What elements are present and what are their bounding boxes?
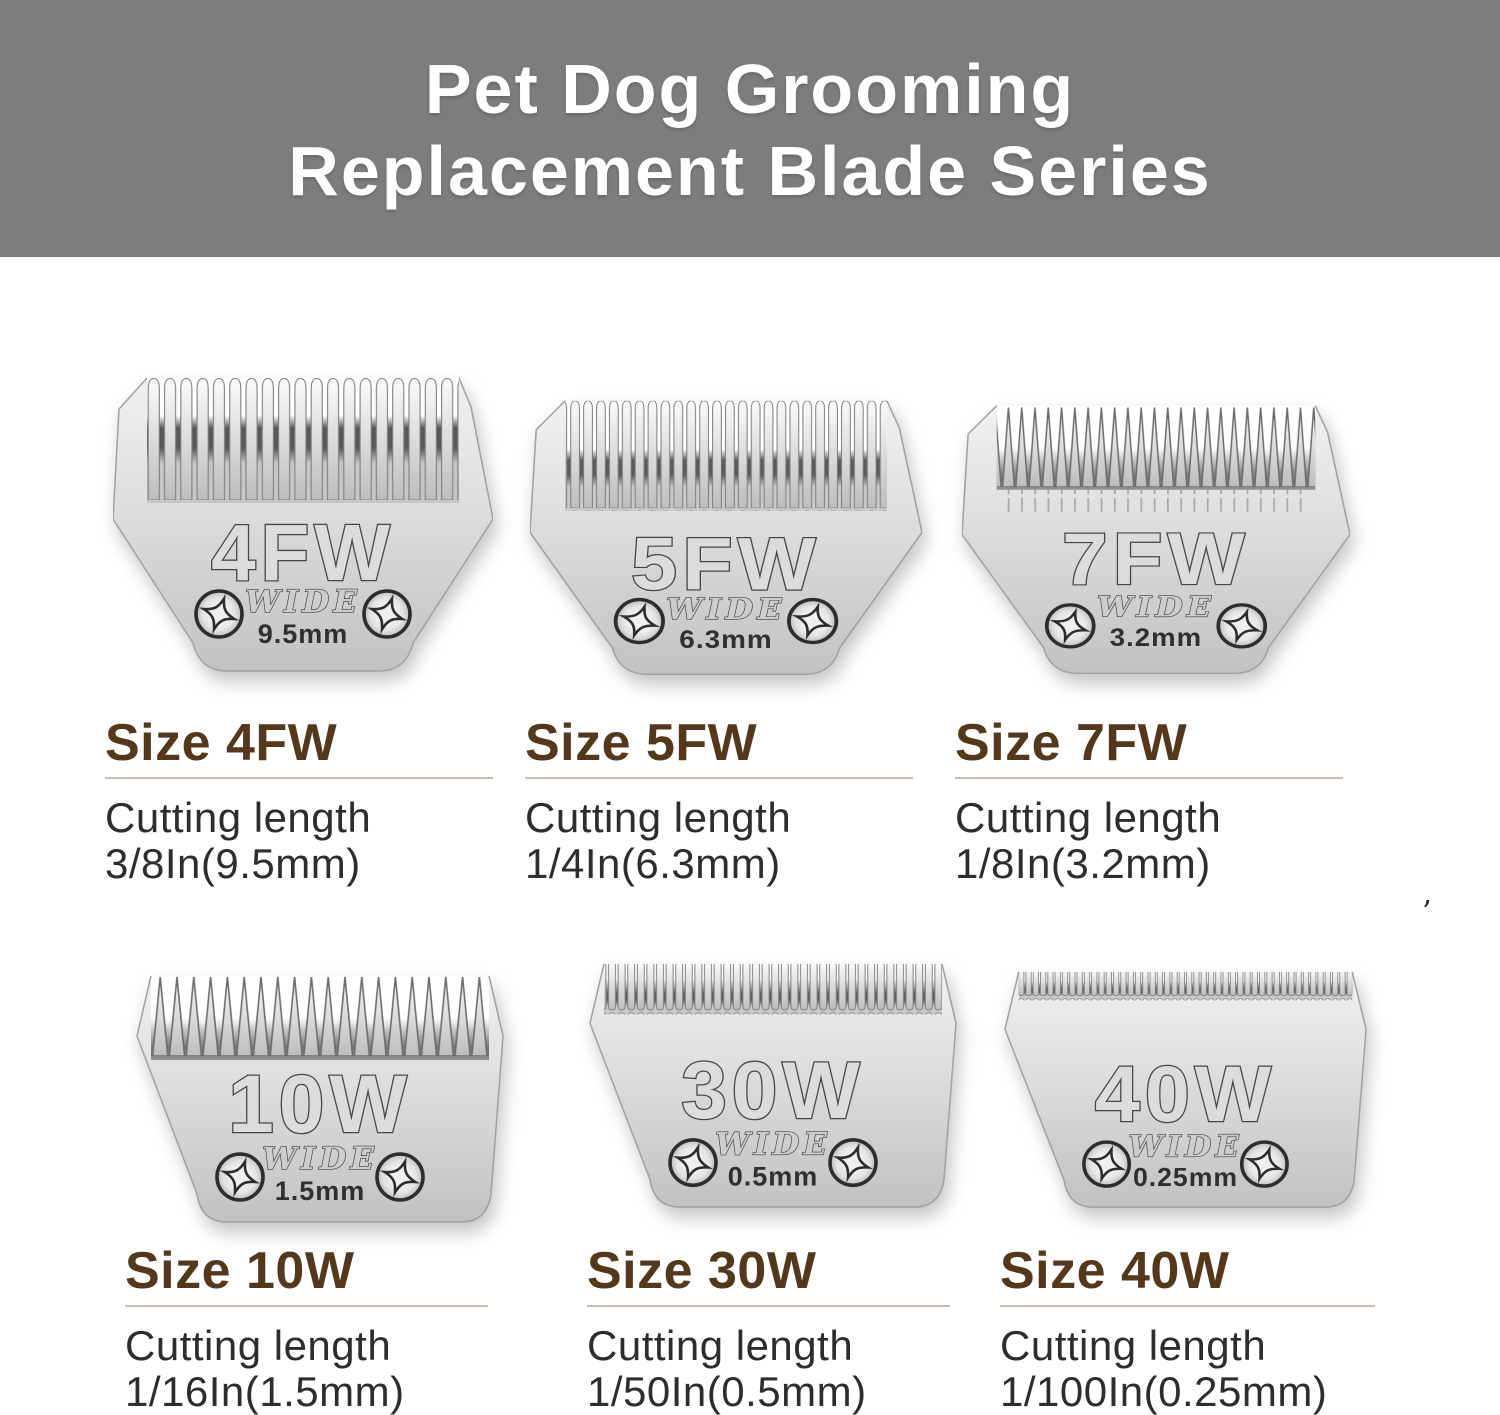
cutting-length-label: Cutting length	[125, 1322, 392, 1369]
divider	[587, 1305, 950, 1307]
cutting-length-value: 1/50In(0.5mm)	[587, 1368, 867, 1415]
blade-engraving-size: 4FW	[211, 508, 395, 597]
cutting-length-value: 1/16In(1.5mm)	[125, 1368, 405, 1415]
cutting-length-label: Cutting length	[1000, 1322, 1267, 1369]
blade-photo-7fw: 7FW WIDE 3.2mm	[962, 403, 1350, 677]
screw-icon	[1216, 603, 1268, 649]
blade-info-5fw: Size 5FW Cutting length 1/4In(6.3mm)	[525, 715, 913, 887]
cutting-length-label: Cutting length	[587, 1322, 854, 1369]
teeth-comb	[565, 400, 887, 511]
blade-engraving-thickness: 0.5mm	[728, 1161, 819, 1191]
screw-icon	[362, 589, 412, 639]
blade-photo-10w: 10W WIDE 1.5mm	[135, 972, 505, 1225]
blade-engraving-wide: WIDE	[245, 584, 361, 620]
size-heading: Size 4FW	[105, 714, 338, 772]
teeth-comb	[151, 976, 489, 1060]
screw-icon	[787, 597, 839, 645]
title-banner: Pet Dog Grooming Replacement Blade Serie…	[0, 0, 1500, 257]
blade-edge	[962, 405, 1350, 675]
blade-engraving-thickness: 3.2mm	[1110, 623, 1202, 651]
stray-apostrophe-mark: ’	[1422, 895, 1432, 930]
blade-engraving-wide: WIDE	[1097, 591, 1215, 624]
teeth-comb	[996, 405, 1316, 490]
size-heading: Size 10W	[125, 1242, 355, 1300]
blade-photo-4fw: 4FW WIDE 9.5mm	[113, 375, 493, 675]
blade-info-10w: Size 10W Cutting length 1/16In(1.5mm)	[125, 1243, 488, 1415]
blade-engraving-size: 5FW	[631, 522, 821, 605]
divider	[955, 777, 1343, 779]
size-heading: Size 5FW	[525, 714, 758, 772]
blade-edge	[136, 975, 504, 1223]
blade-info-4fw: Size 4FW Cutting length 3/8In(9.5mm)	[105, 715, 493, 887]
cutting-length-value: 1/4In(6.3mm)	[525, 840, 781, 887]
blade-edge	[530, 400, 922, 675]
screw-icon	[668, 1138, 718, 1188]
blade-info-7fw: Size 7FW Cutting length 1/8In(3.2mm)	[955, 715, 1343, 887]
blade-engraving-wide: WIDE	[262, 1141, 378, 1177]
blade-engraving-thickness: 9.5mm	[258, 619, 349, 649]
blade-engraving-wide: WIDE	[666, 593, 785, 627]
screw-icon	[215, 1152, 265, 1202]
cutting-length-value: 1/8In(3.2mm)	[955, 840, 1211, 887]
screw-icon	[828, 1138, 878, 1188]
cutting-length-value: 3/8In(9.5mm)	[105, 840, 361, 887]
size-heading: Size 7FW	[955, 714, 1188, 772]
divider	[525, 777, 913, 779]
divider	[105, 777, 493, 779]
cutting-length-value: 1/100In(0.25mm)	[1000, 1368, 1328, 1415]
divider	[125, 1305, 488, 1307]
size-heading: Size 40W	[1000, 1242, 1230, 1300]
blade-edge	[113, 377, 493, 672]
blade-engraving-wide: WIDE	[715, 1127, 831, 1163]
teeth-comb	[604, 963, 942, 1015]
cutting-length-label: Cutting length	[525, 794, 792, 841]
blade-engraving-thickness: 6.3mm	[679, 625, 772, 653]
divider	[1000, 1305, 1375, 1307]
blade-info-40w: Size 40W Cutting length 1/100In(0.25mm)	[1000, 1243, 1375, 1415]
size-heading: Size 30W	[587, 1242, 817, 1300]
blade-photo-40w: 40W WIDE 0.25mm	[1003, 968, 1368, 1210]
banner-title-line2: Replacement Blade Series	[288, 132, 1212, 210]
blade-photo-30w: 30W WIDE 0.5mm	[588, 960, 958, 1210]
blade-photo-5fw: 5FW WIDE 6.3mm	[530, 398, 922, 678]
blade-engraving-wide: WIDE	[1128, 1130, 1242, 1164]
screw-icon	[1044, 603, 1096, 649]
cutting-length-label: Cutting length	[955, 794, 1222, 841]
screw-icon	[613, 597, 665, 645]
blade-engraving-thickness: 0.25mm	[1133, 1162, 1238, 1192]
blade-engraving-thickness: 1.5mm	[275, 1176, 366, 1206]
blade-engraving-size: 10W	[228, 1059, 412, 1150]
blade-edge	[589, 963, 957, 1208]
screw-icon	[375, 1152, 425, 1202]
teeth-comb	[147, 378, 459, 503]
cutting-length-label: Cutting length	[105, 794, 372, 841]
lower-cutter-slits	[1006, 489, 1306, 512]
screw-icon	[1239, 1140, 1289, 1188]
banner-title-line1: Pet Dog Grooming	[424, 50, 1076, 128]
blade-engraving-size: 40W	[1095, 1050, 1276, 1138]
blade-engraving-size: 7FW	[1062, 519, 1250, 600]
blade-info-30w: Size 30W Cutting length 1/50In(0.5mm)	[587, 1243, 950, 1415]
screw-icon	[194, 589, 244, 639]
teeth-comb	[1018, 971, 1353, 1001]
blade-edge	[1004, 971, 1367, 1208]
screw-icon	[1082, 1140, 1132, 1188]
blade-engraving-size: 30W	[681, 1046, 865, 1136]
